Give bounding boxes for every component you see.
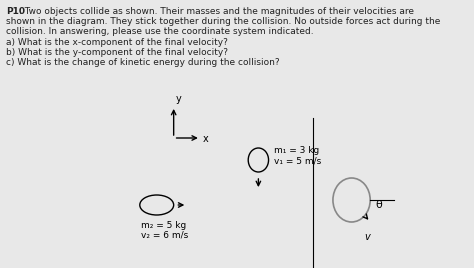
Text: m₁ = 3 kg: m₁ = 3 kg [273,146,319,155]
Text: v: v [365,232,370,242]
Text: a) What is the x-component of the final velocity?: a) What is the x-component of the final … [6,38,228,47]
Text: v₁ = 5 m/s: v₁ = 5 m/s [273,156,321,165]
Text: collision. In answering, please use the coordinate system indicated.: collision. In answering, please use the … [6,27,314,36]
Text: m₂ = 5 kg: m₂ = 5 kg [141,221,187,230]
Text: θ: θ [375,200,382,210]
Text: c) What is the change of kinetic energy during the collision?: c) What is the change of kinetic energy … [6,58,280,67]
Text: b) What is the y-component of the final velocity?: b) What is the y-component of the final … [6,48,228,57]
Text: y: y [175,94,181,104]
Text: x: x [202,134,208,144]
Text: shown in the diagram. They stick together during the collision. No outside force: shown in the diagram. They stick togethe… [6,17,440,26]
Text: : Two objects collide as shown. Their masses and the magnitudes of their velocit: : Two objects collide as shown. Their ma… [19,7,414,16]
Text: P10: P10 [6,7,25,16]
Text: v₂ = 6 m/s: v₂ = 6 m/s [141,231,189,240]
